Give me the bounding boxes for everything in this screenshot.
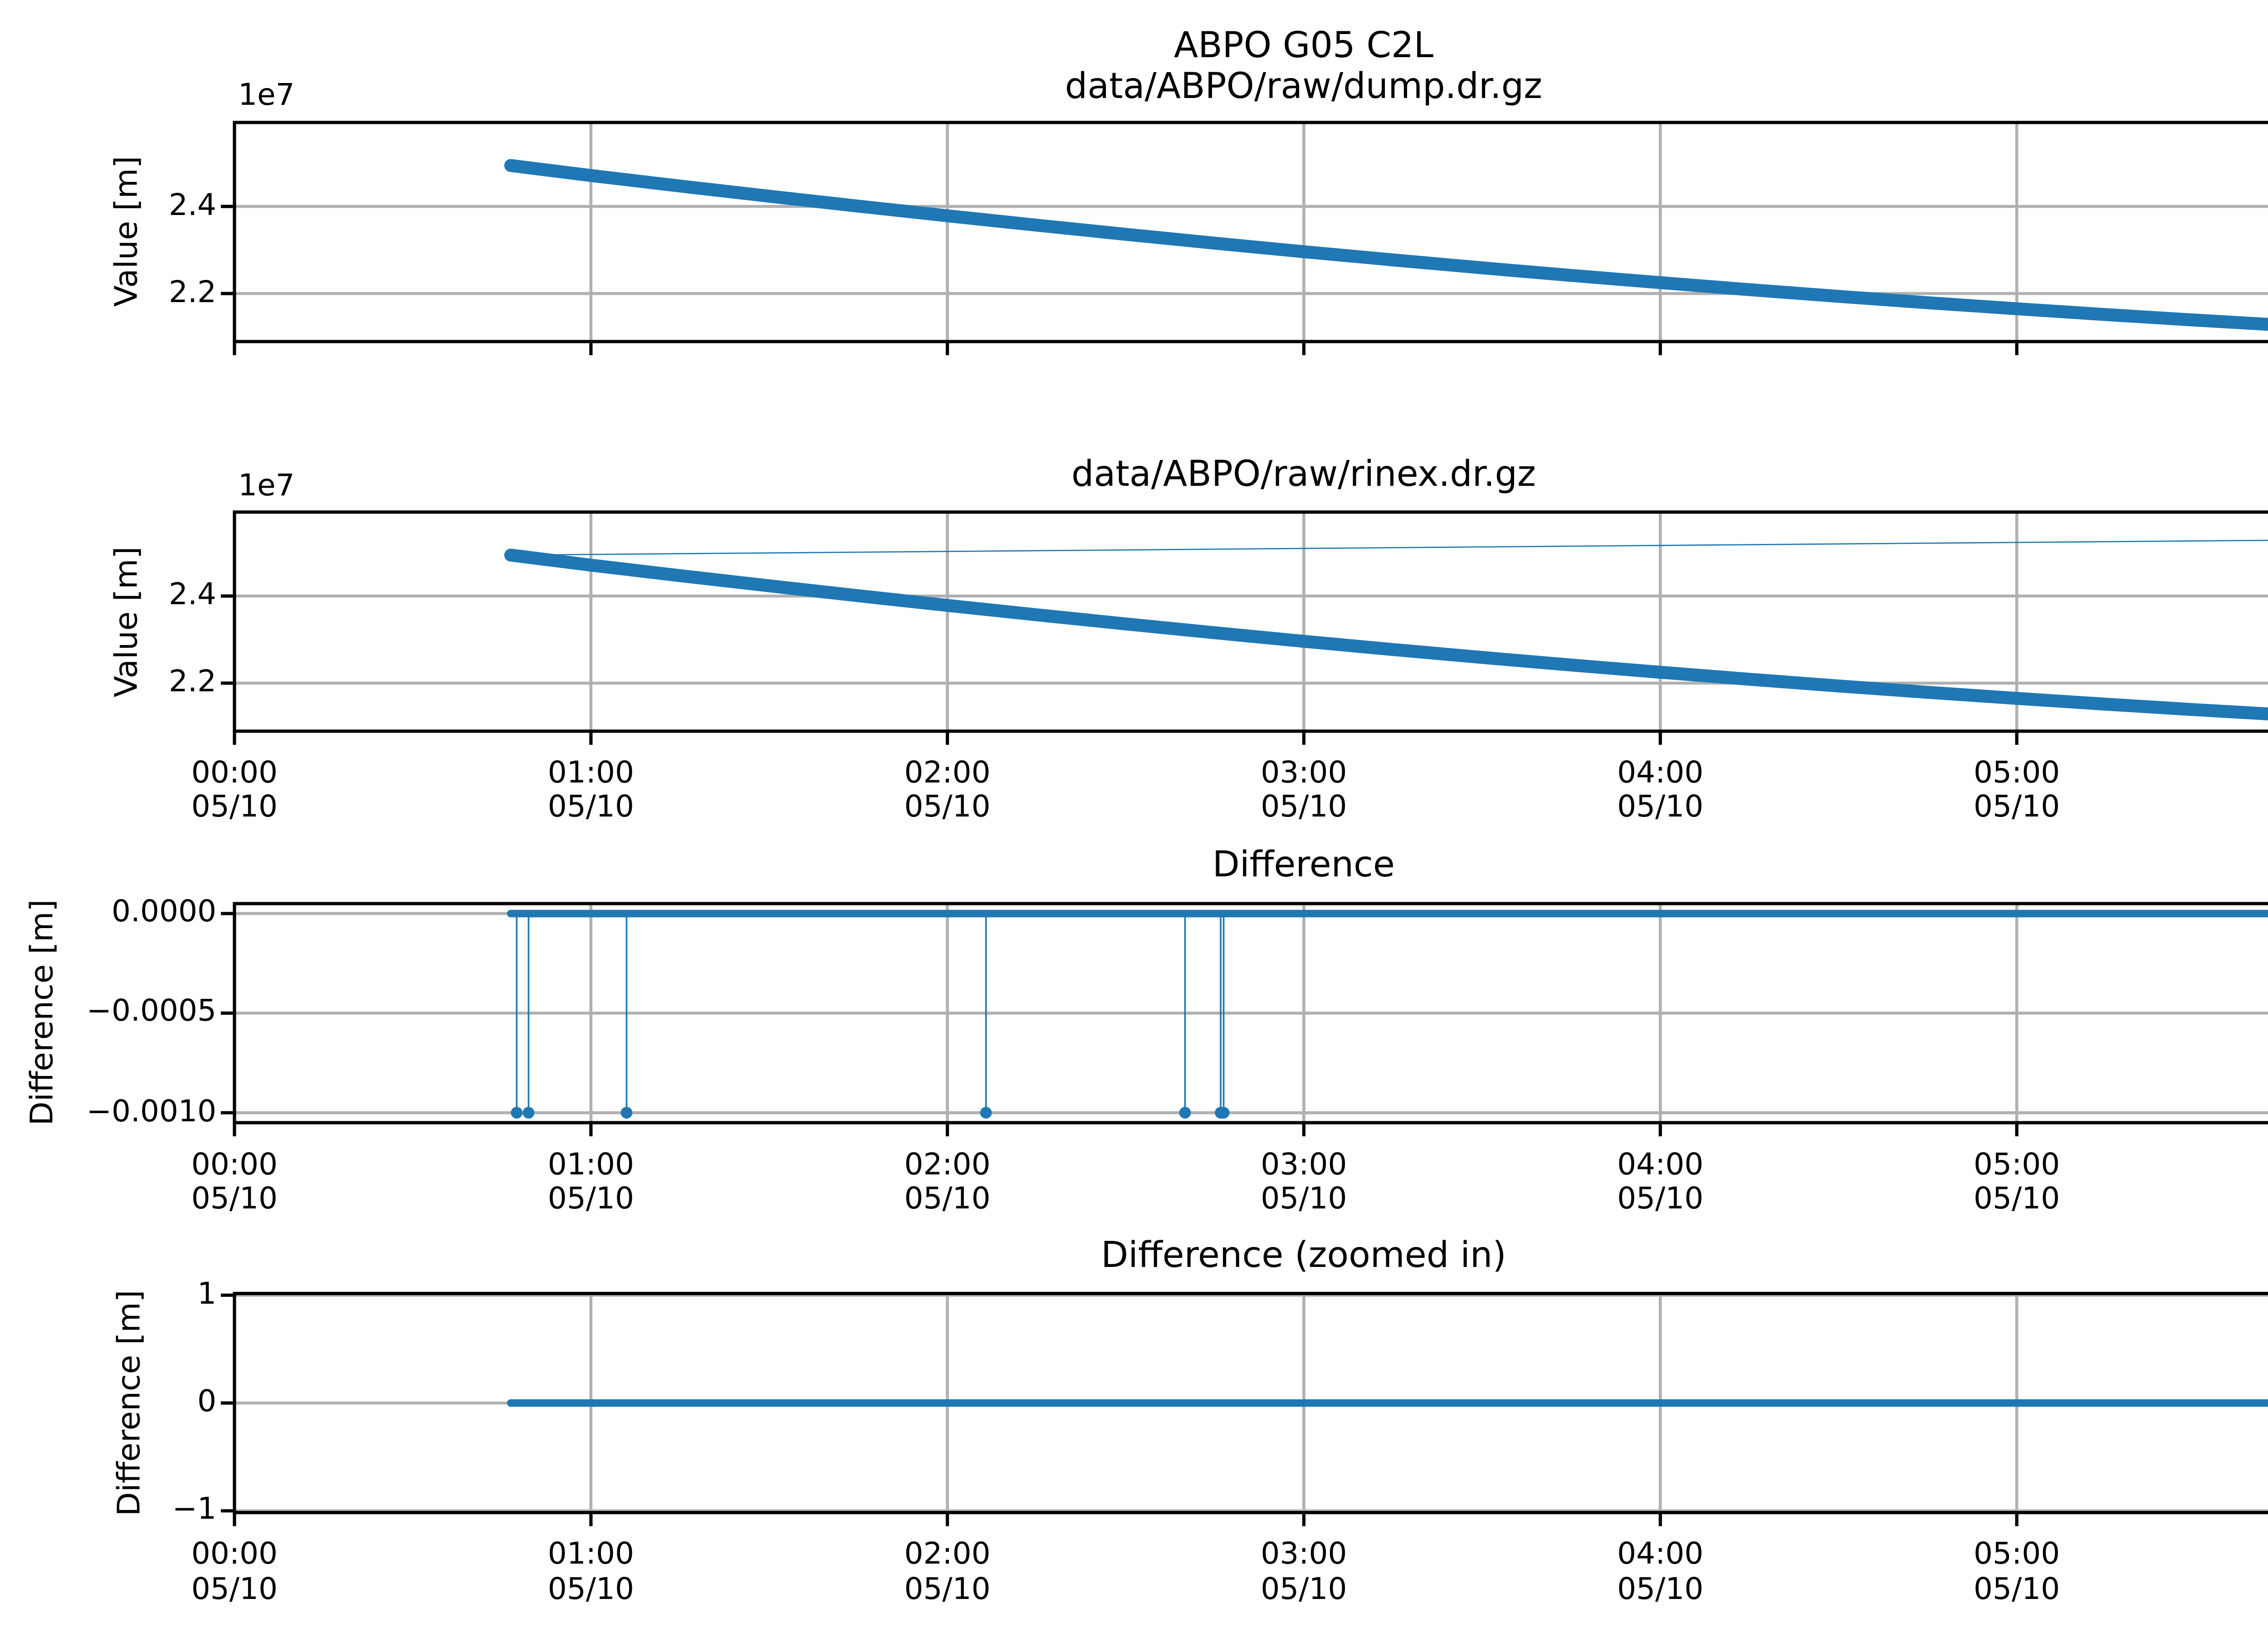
- x-tick-label: 05:00: [1974, 756, 2060, 791]
- x-tick-label: 04:00: [1617, 1148, 1704, 1182]
- x-tick-date-label: 05/10: [1617, 791, 1704, 825]
- panel2-offset-label: 1e7: [238, 469, 295, 504]
- spike-marker: [1179, 1107, 1191, 1119]
- x-tick-date-label: 05/10: [547, 1572, 634, 1607]
- panel1-title-line1: ABPO G05 C2L: [1173, 26, 1434, 67]
- panel3-ytick-m05: −0.0005: [86, 995, 216, 1029]
- panel4-ytick-0: 0: [197, 1385, 216, 1419]
- x-tick-date-label: 05/10: [904, 1183, 991, 1217]
- series-rinex-connector-line: [510, 539, 2268, 556]
- x-tick-label: 03:00: [1261, 1538, 1347, 1572]
- series-rinex-value-line: [504, 548, 2268, 721]
- x-tick-date-label: 05/10: [191, 1572, 278, 1607]
- x-tick-label: 02:00: [904, 1148, 991, 1182]
- panel1-ytick-2_4: 2.4: [169, 189, 216, 223]
- x-tick-date-label: 05/10: [1261, 1572, 1347, 1607]
- series-dump-value-line: [504, 159, 2268, 331]
- x-tick-date-label: 05/10: [1261, 1183, 1347, 1217]
- x-tick-date-label: 05/10: [191, 1183, 278, 1217]
- x-tick-label: 03:00: [1261, 1148, 1347, 1182]
- x-tick-label: 05:00: [1974, 1538, 2060, 1572]
- spike-marker: [621, 1107, 633, 1119]
- panel4-ytick-m1: −1: [172, 1493, 216, 1527]
- x-tick-label: 00:00: [191, 756, 278, 791]
- x-tick-date-label: 05/10: [547, 791, 634, 825]
- panel3-ytick-0: 0.0000: [112, 895, 216, 929]
- panel2-ytick-2_2: 2.2: [169, 665, 216, 699]
- x-tick-label: 01:00: [547, 1538, 634, 1572]
- x-tick-date-label: 05/10: [1261, 791, 1347, 825]
- panel1-offset-label: 1e7: [238, 79, 295, 113]
- spike-marker: [511, 1107, 523, 1119]
- x-tick-date-label: 05/10: [1617, 1572, 1704, 1607]
- x-tick-label: 00:00: [191, 1538, 278, 1572]
- x-tick-label: 05:00: [1974, 1148, 2060, 1182]
- x-tick-label: 02:00: [904, 1538, 991, 1572]
- x-tick-date-label: 05/10: [1974, 1183, 2060, 1217]
- panel3-title: Difference: [1212, 845, 1395, 886]
- x-tick-date-label: 05/10: [904, 791, 991, 825]
- panel3-ytick-m10: −0.0010: [86, 1095, 216, 1129]
- x-tick-label: 03:00: [1261, 756, 1347, 791]
- spike-marker: [523, 1107, 535, 1119]
- spike-marker: [1217, 1107, 1230, 1119]
- x-tick-label: 00:00: [191, 1148, 278, 1182]
- panel1-ytick-2_2: 2.2: [169, 276, 216, 310]
- x-tick-date-label: 05/10: [1974, 1572, 2060, 1607]
- panel2-title: data/ABPO/raw/rinex.dr.gz: [1071, 455, 1536, 495]
- x-tick-date-label: 05/10: [191, 791, 278, 825]
- panel4-title: Difference (zoomed in): [1101, 1236, 1506, 1276]
- x-tick-label: 01:00: [547, 756, 634, 791]
- x-tick-date-label: 05/10: [547, 1183, 634, 1217]
- x-tick-date-label: 05/10: [1974, 791, 2060, 825]
- x-tick-date-label: 05/10: [904, 1572, 991, 1607]
- x-tick-date-label: 05/10: [1617, 1183, 1704, 1217]
- x-tick-label: 02:00: [904, 756, 991, 791]
- panel1-title-line2: data/ABPO/raw/dump.dr.gz: [1065, 67, 1543, 108]
- x-tick-label: 04:00: [1617, 756, 1704, 791]
- spike-marker: [980, 1107, 992, 1119]
- x-tick-label: 04:00: [1617, 1538, 1704, 1572]
- panel2-ytick-2_4: 2.4: [169, 578, 216, 612]
- panel4-ytick-1: 1: [197, 1278, 216, 1312]
- x-tick-label: 01:00: [547, 1148, 634, 1182]
